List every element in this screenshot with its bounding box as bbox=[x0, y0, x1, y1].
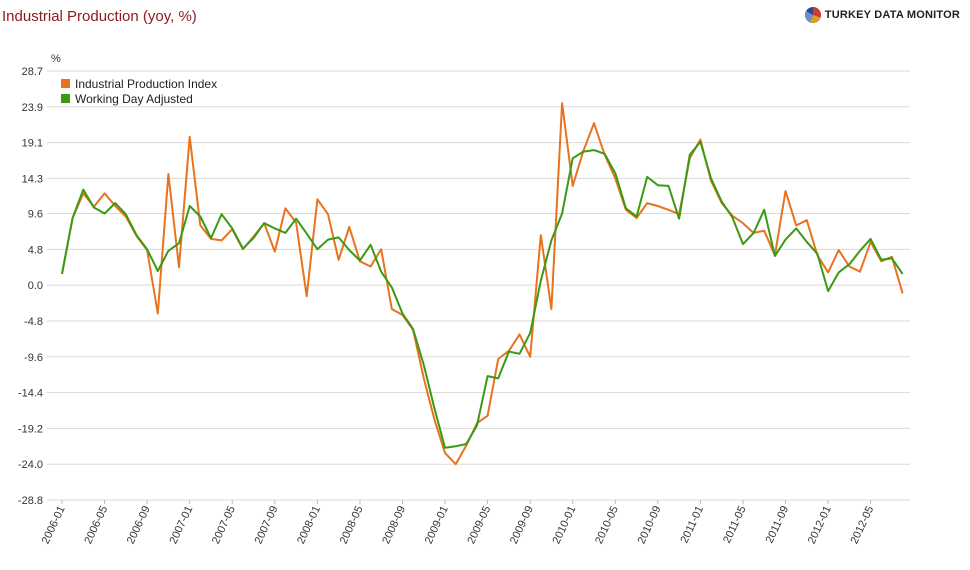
x-tick-label: 2008-09 bbox=[380, 504, 408, 546]
page-title: Industrial Production (yoy, %) bbox=[2, 8, 197, 25]
series-line-working-day-adjusted bbox=[61, 140, 904, 449]
x-tick-label: 2006-09 bbox=[125, 504, 153, 546]
brand-name: TURKEY DATA MONITOR bbox=[824, 9, 960, 21]
legend-swatch bbox=[61, 94, 70, 103]
y-tick-label: 19.1 bbox=[22, 138, 43, 150]
x-tick-label: 2006-01 bbox=[40, 504, 68, 546]
x-tick-label: 2007-01 bbox=[167, 504, 195, 546]
y-tick-label: -19.2 bbox=[18, 423, 43, 435]
y-tick-label: -28.8 bbox=[18, 495, 43, 507]
x-tick-label: 2011-09 bbox=[764, 504, 792, 545]
y-tick-label: -4.8 bbox=[24, 316, 43, 328]
y-tick-label: 14.3 bbox=[22, 173, 43, 185]
x-tick-label: 2011-05 bbox=[721, 504, 749, 545]
y-tick-labels: 28.7 23.9 19.1 14.3 9.6 4.8 0.0 -4.8 -9.6 -14.4 -1… bbox=[18, 66, 43, 507]
y-tick-label: 0.0 bbox=[28, 280, 43, 292]
y-tick-label: -9.6 bbox=[24, 352, 43, 364]
legend-label: Working Day Adjusted bbox=[75, 92, 193, 106]
y-tick-label: -14.4 bbox=[18, 388, 43, 400]
legend-label: Industrial Production Index bbox=[75, 77, 217, 91]
brand: TURKEY DATA MONITOR bbox=[804, 6, 960, 24]
x-tick-label: 2010-05 bbox=[593, 504, 621, 546]
x-tick-label: 2006-05 bbox=[82, 504, 110, 546]
y-tick-label: 4.8 bbox=[28, 244, 43, 256]
x-tick-label: 2012-01 bbox=[806, 504, 834, 546]
y-tick-label: 28.7 bbox=[22, 66, 43, 78]
x-tick-label: 2012-05 bbox=[848, 504, 876, 546]
y-tick-label: 23.9 bbox=[22, 102, 43, 114]
grid bbox=[47, 70, 910, 504]
x-tick-label: 2007-09 bbox=[253, 504, 281, 546]
x-tick-label: 2008-01 bbox=[295, 504, 323, 546]
pie-globe-logo-icon bbox=[804, 7, 821, 23]
series-line-industrial-production-index bbox=[61, 102, 904, 466]
x-tick-label: 2010-09 bbox=[636, 504, 664, 546]
x-tick-label: 2009-05 bbox=[465, 504, 493, 546]
y-tick-label: 9.6 bbox=[28, 209, 43, 221]
x-tick-label: 2009-01 bbox=[423, 504, 451, 546]
y-tick-label: -24.0 bbox=[18, 459, 43, 471]
x-tick-label: 2007-05 bbox=[210, 504, 238, 546]
series-lines bbox=[61, 102, 904, 466]
legend-swatch bbox=[61, 79, 70, 88]
x-tick-label: 2011-01 bbox=[679, 504, 707, 545]
x-tick-label: 2009-09 bbox=[508, 504, 536, 546]
x-tick-label: 2010-01 bbox=[551, 504, 579, 546]
x-tick-label: 2008-05 bbox=[338, 504, 366, 546]
x-tick-labels: 2006-01 2006-05 2006-09 2007-01 2007-05 2007-… bbox=[40, 504, 877, 546]
y-axis-label: % bbox=[51, 53, 61, 65]
